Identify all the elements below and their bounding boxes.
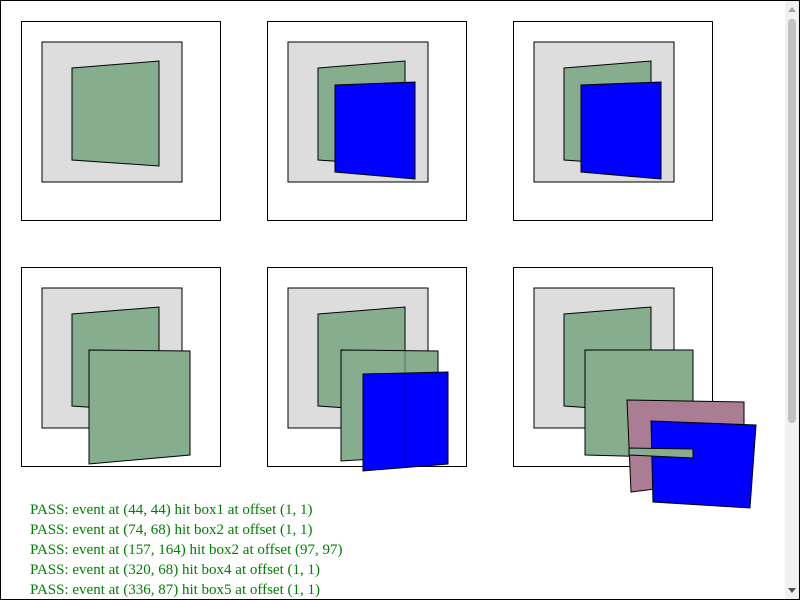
transform-scene-2	[287, 41, 429, 183]
scroll-up-arrow-icon[interactable]	[788, 7, 796, 12]
box20[interactable]	[650, 420, 757, 509]
box15[interactable]	[362, 371, 449, 472]
test-container-4	[21, 267, 221, 467]
result-line: PASS: event at (336, 87) hit box5 at off…	[30, 582, 320, 598]
box11[interactable]	[88, 349, 191, 465]
transform-scene-6	[533, 287, 757, 509]
test-container-5	[267, 267, 467, 472]
box21[interactable]	[628, 447, 694, 459]
result-line: PASS: event at (157, 164) hit box2 at of…	[30, 542, 343, 558]
test-container-1	[21, 21, 221, 221]
result-line: PASS: event at (74, 68) hit box2 at offs…	[30, 522, 313, 538]
test-container-2	[267, 21, 467, 221]
transform-scene-5	[287, 287, 449, 472]
result-line: PASS: event at (320, 68) hit box4 at off…	[30, 562, 320, 578]
test-container-3	[513, 21, 713, 221]
transform-scene-4	[41, 287, 191, 465]
transform-scene-3	[533, 41, 675, 183]
scroll-down-arrow-icon[interactable]	[788, 588, 796, 593]
transform-scene-1	[41, 41, 183, 183]
vertical-scrollbar[interactable]	[785, 1, 799, 599]
result-line: PASS: event at (44, 44) hit box1 at offs…	[30, 502, 313, 518]
scrollbar-thumb[interactable]	[788, 19, 796, 423]
results-log: PASS: event at (44, 44) hit box1 at offs…	[30, 500, 342, 600]
box2[interactable]	[71, 60, 160, 167]
box5[interactable]	[334, 81, 416, 180]
test-container-6	[513, 267, 757, 509]
box8[interactable]	[580, 81, 662, 180]
